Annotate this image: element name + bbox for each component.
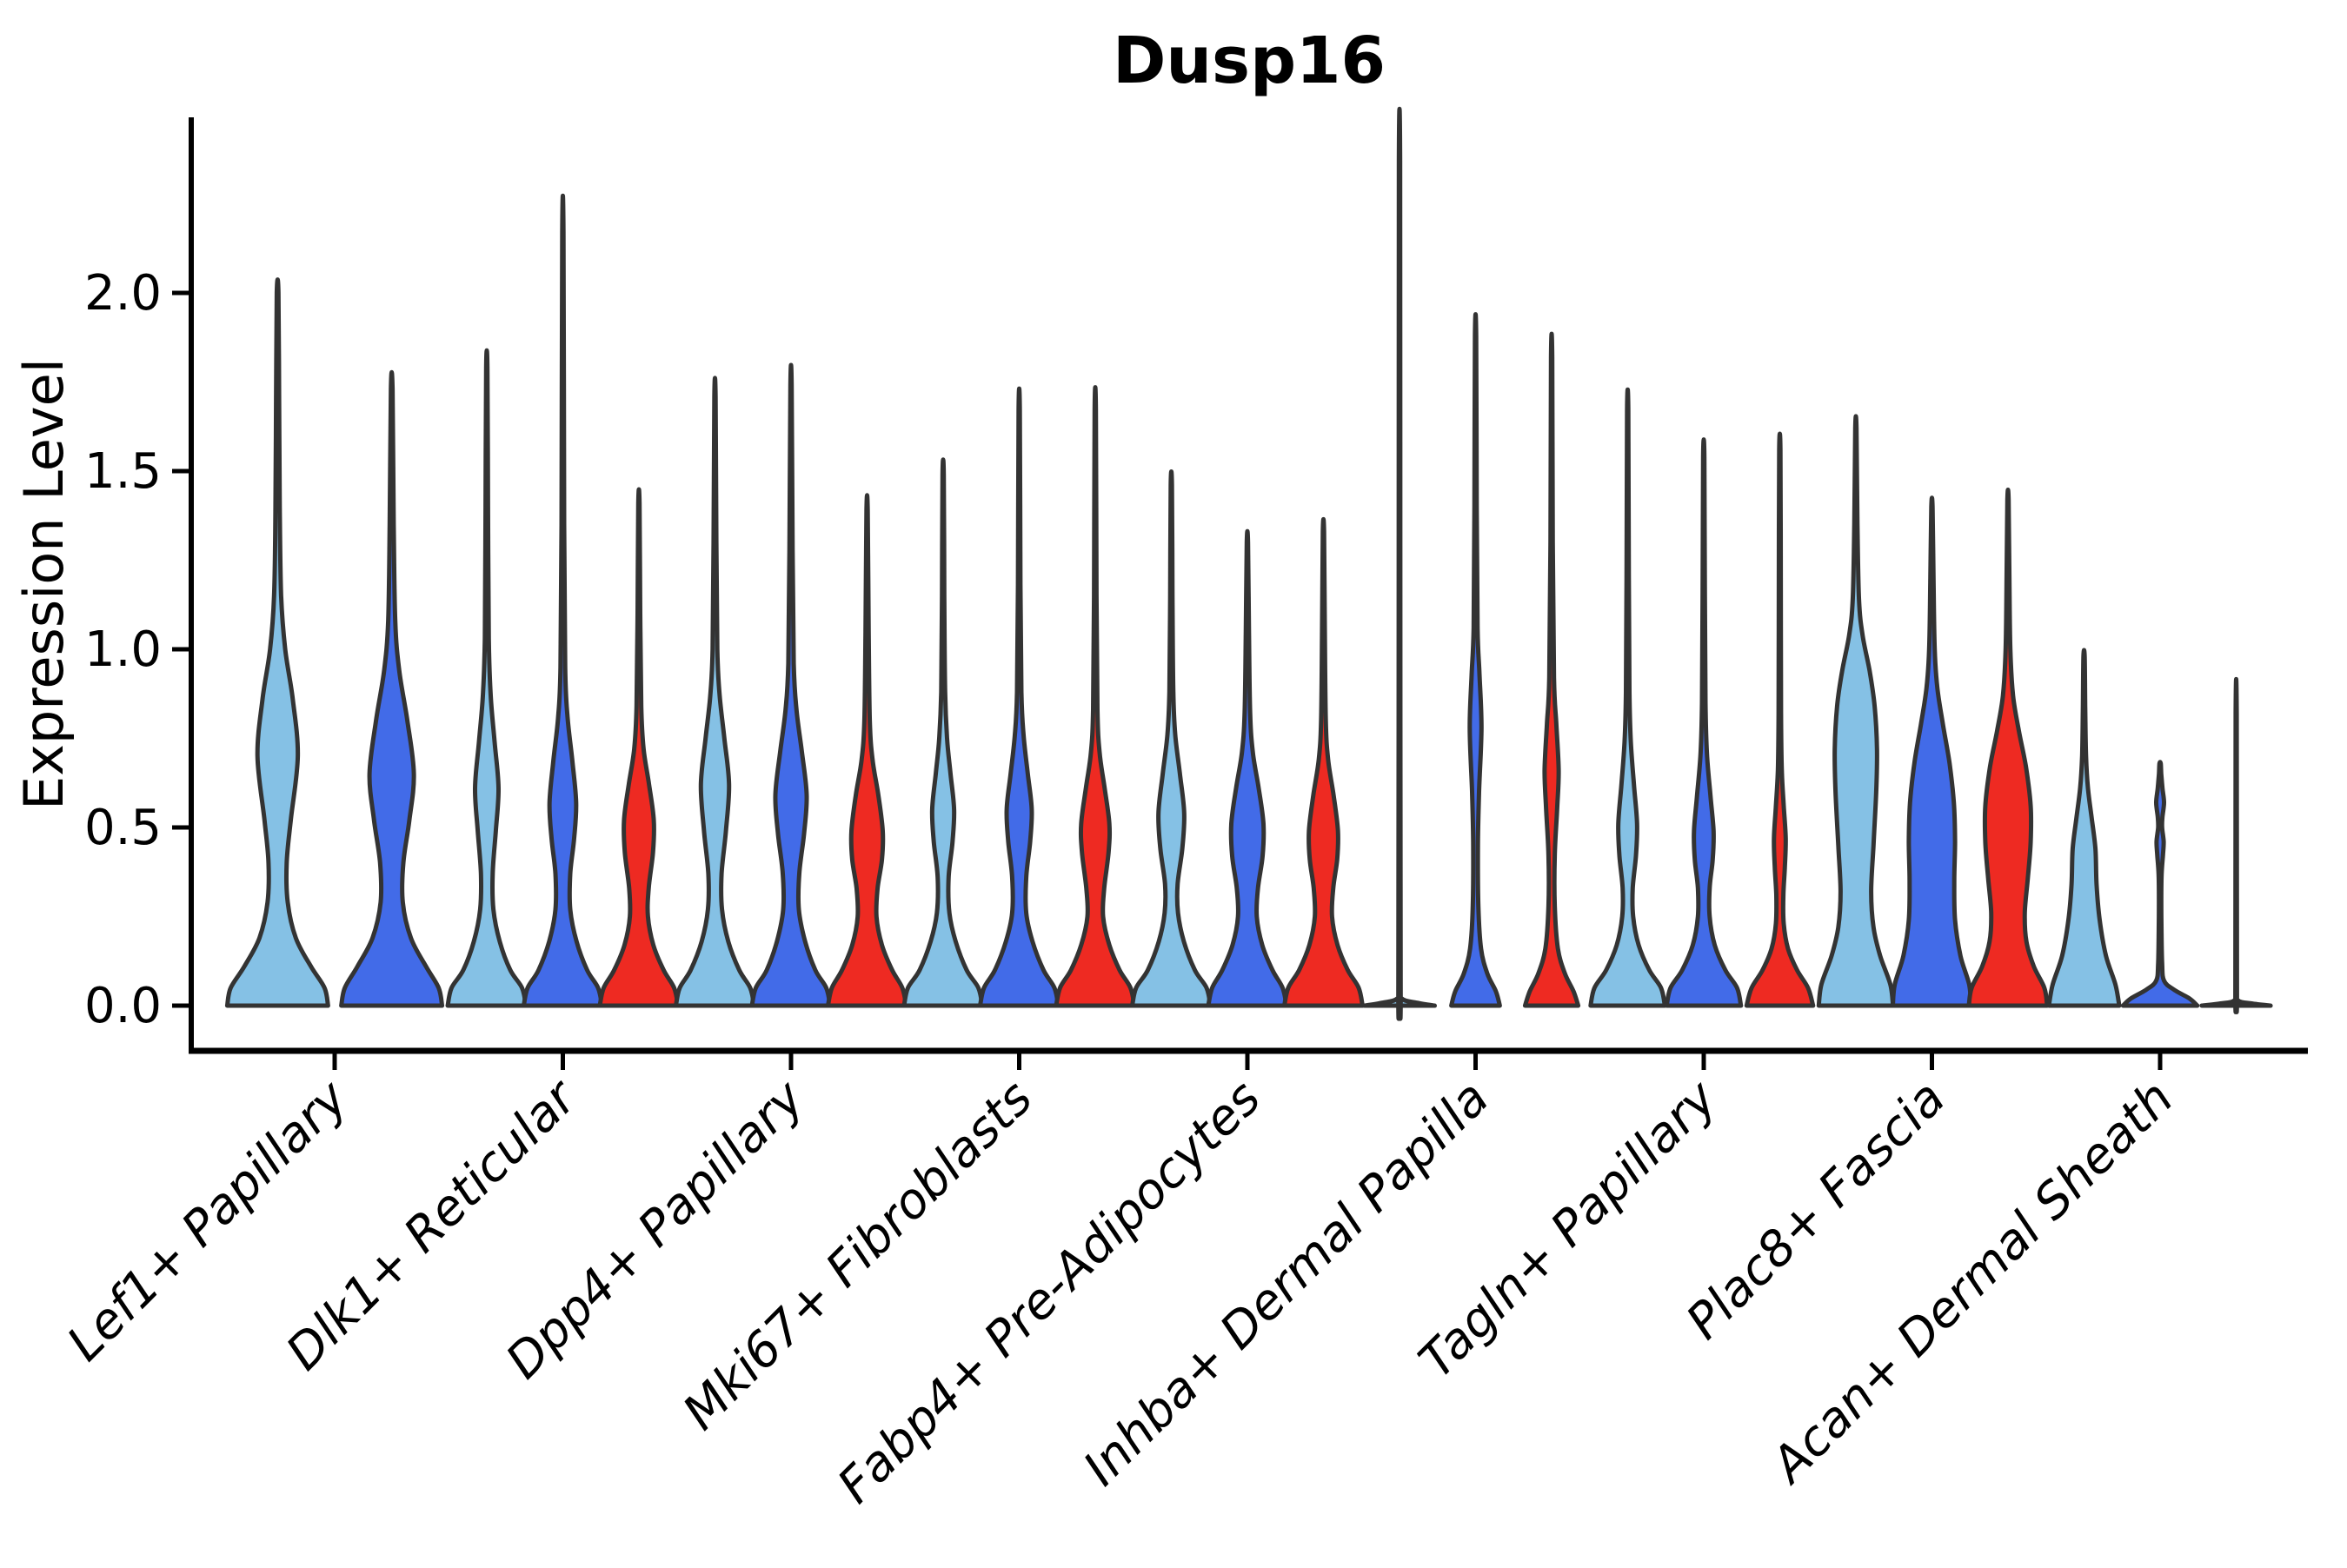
violin-fabp4-pre-adipocytes-red (1282, 516, 1365, 1008)
violin-dlk1-reticular-red (597, 487, 681, 1008)
violin-acan-dermal-sheath-darkblue (2120, 760, 2200, 1008)
violins-layer (224, 107, 2273, 1021)
violin-dpp4-papillary-darkblue (749, 362, 833, 1008)
violin-fabp4-pre-adipocytes-darkblue (1206, 528, 1289, 1008)
violin-mki67-fibroblasts-red (1054, 385, 1137, 1008)
chart-title: Dusp16 (1113, 23, 1386, 98)
y-tick-label: 2.0 (84, 265, 162, 322)
y-tick-label: 0.0 (84, 978, 162, 1034)
violin-plac8-fascia-red (1966, 488, 2050, 1008)
violin-mki67-fibroblasts-darkblue (978, 386, 1060, 1008)
violin-acan-dermal-sheath-lightblue (2046, 648, 2122, 1008)
violin-plac8-fascia-lightblue (1816, 414, 1896, 1008)
violin-fabp4-pre-adipocytes-lightblue (1130, 469, 1213, 1008)
violin-dlk1-reticular-darkblue (522, 194, 604, 1008)
violin-dpp4-papillary-red (826, 493, 908, 1008)
violin-dpp4-papillary-lightblue (674, 375, 756, 1008)
violin-plac8-fascia-darkblue (1891, 495, 1973, 1008)
violin-tagln-papillary-darkblue (1664, 437, 1744, 1008)
y-tick-label: 1.5 (84, 443, 162, 500)
violin-lef1-papillary-darkblue (339, 369, 445, 1008)
violin-inhba-dermal-papilla-red (1522, 332, 1581, 1008)
y-tick-label: 0.5 (84, 800, 162, 856)
y-axis-label: Expression Level (12, 358, 76, 810)
violin-acan-dermal-sheath-red (2199, 677, 2273, 1014)
violin-dlk1-reticular-lightblue (445, 348, 529, 1008)
violin-tagln-papillary-lightblue (1588, 388, 1667, 1008)
violin-mki67-fibroblasts-lightblue (901, 457, 985, 1008)
violin-inhba-dermal-papilla-lightblue (1362, 107, 1437, 1021)
violin-lef1-papillary-lightblue (224, 277, 330, 1008)
violin-tagln-papillary-red (1744, 431, 1816, 1008)
violin-inhba-dermal-papilla-darkblue (1449, 312, 1502, 1008)
y-tick-label: 1.0 (84, 621, 162, 678)
